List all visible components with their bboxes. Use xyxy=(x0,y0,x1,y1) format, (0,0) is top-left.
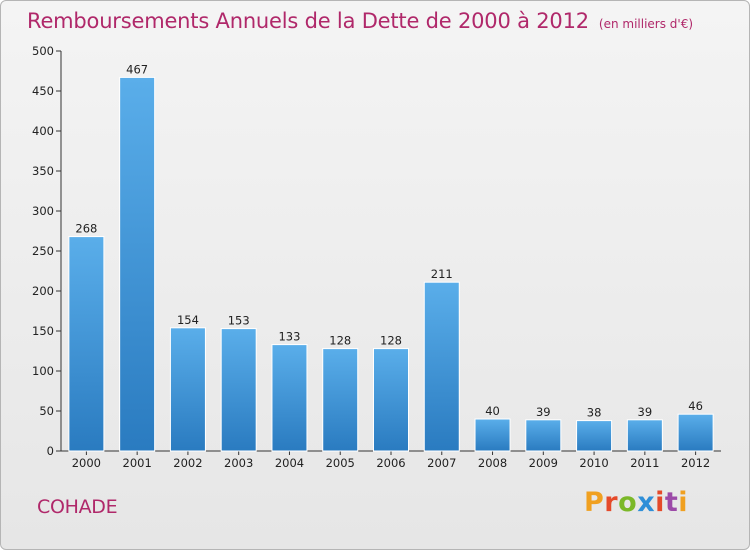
data-label-2011: 39 xyxy=(638,405,653,419)
data-label-2003: 153 xyxy=(228,314,250,328)
y-tick-label: 300 xyxy=(32,204,54,218)
y-tick-label: 200 xyxy=(32,284,54,298)
x-tick-label: 2003 xyxy=(224,456,253,470)
bar-2011 xyxy=(626,419,663,452)
y-tick-label: 100 xyxy=(32,364,54,378)
y-tick-label: 350 xyxy=(32,164,54,178)
data-label-2008: 40 xyxy=(485,404,500,418)
bar-2000 xyxy=(68,236,105,452)
chart-title: Remboursements Annuels de la Dette de 20… xyxy=(27,9,693,33)
bar-2004 xyxy=(271,344,308,452)
y-tick-label: 0 xyxy=(47,444,54,458)
data-label-2007: 211 xyxy=(431,267,453,281)
x-tick-label: 2007 xyxy=(427,456,456,470)
bar-2005 xyxy=(322,348,359,452)
data-label-2001: 467 xyxy=(126,62,148,76)
x-tick-label: 2004 xyxy=(275,456,304,470)
x-tick-label: 2012 xyxy=(681,456,710,470)
data-label-2006: 128 xyxy=(380,334,402,348)
bar-2008 xyxy=(474,418,511,452)
x-tick-label: 2011 xyxy=(630,456,659,470)
y-tick-label: 150 xyxy=(32,324,54,338)
chart-bars: 268 467 154 153 133 128 128 211 40 39 38 39 46 xyxy=(68,62,714,452)
brand-letter: o xyxy=(618,487,638,518)
x-tick-label: 2009 xyxy=(529,456,558,470)
data-label-2004: 133 xyxy=(278,330,300,344)
y-tick-label: 50 xyxy=(39,404,54,418)
bar-2003 xyxy=(220,328,257,452)
y-tick-label: 250 xyxy=(32,244,54,258)
data-label-2002: 154 xyxy=(177,313,199,327)
brand-letter: P xyxy=(584,487,605,518)
bar-2001 xyxy=(119,76,156,452)
bar-2006 xyxy=(373,348,409,452)
brand-letter: x xyxy=(637,487,656,518)
y-tick-label: 400 xyxy=(32,124,54,138)
brand-letter: r xyxy=(604,487,619,518)
x-tick-label: 2001 xyxy=(123,456,152,470)
proxiti-logo: Proxiti xyxy=(584,487,688,518)
y-tick-label: 500 xyxy=(32,44,54,58)
data-label-2012: 46 xyxy=(688,399,703,413)
data-label-2010: 38 xyxy=(587,406,602,420)
town-name: COHADE xyxy=(37,496,118,518)
bar-2012 xyxy=(677,413,714,452)
data-label-2000: 268 xyxy=(75,222,97,236)
bar-2007 xyxy=(423,281,460,452)
brand-letter: t xyxy=(664,487,679,518)
unit-note: (en milliers d'€) xyxy=(598,17,694,31)
x-tick-label: 2008 xyxy=(478,456,507,470)
data-label-2009: 39 xyxy=(536,405,551,419)
chart-axes: 0 50 100 150 200 250 300 350 400 450 500 2000 2001 20… xyxy=(32,44,721,470)
bar-2010 xyxy=(576,420,613,452)
brand-letter: i xyxy=(678,487,689,518)
x-tick-label: 2000 xyxy=(72,456,101,470)
x-tick-label: 2002 xyxy=(173,456,202,470)
bar-2002 xyxy=(169,327,206,452)
bar-2009 xyxy=(525,419,562,452)
chart-title-text: Remboursements Annuels de la Dette de 20… xyxy=(27,9,589,33)
x-tick-label: 2005 xyxy=(326,456,355,470)
data-label-2005: 128 xyxy=(329,334,351,348)
brand-letter: i xyxy=(655,487,665,518)
y-tick-label: 450 xyxy=(32,84,54,98)
x-tick-label: 2010 xyxy=(579,456,608,470)
x-tick-label: 2006 xyxy=(376,456,405,470)
